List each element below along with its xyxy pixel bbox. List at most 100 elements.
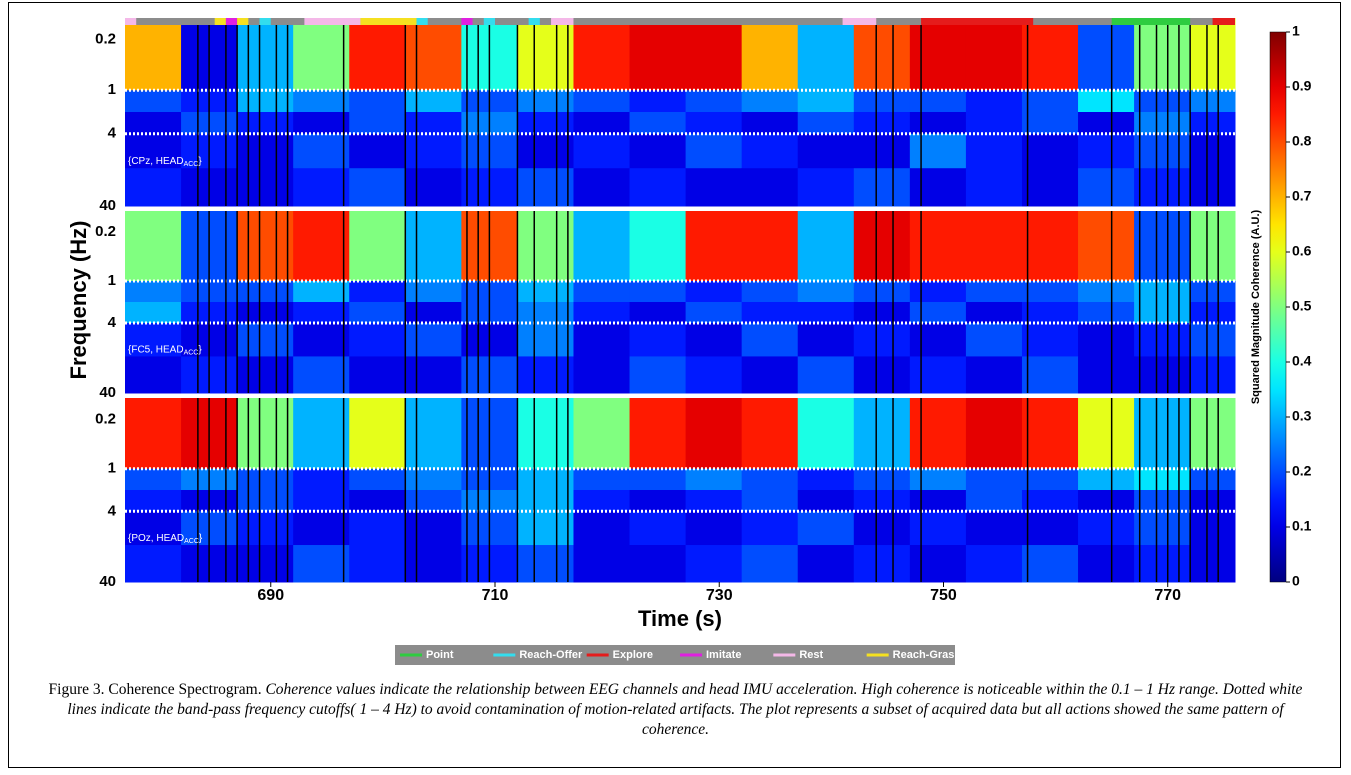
heatmap-cell [237, 168, 294, 207]
heatmap-cell [797, 112, 855, 135]
heatmap-cell [237, 356, 294, 394]
heatmap-cell [125, 490, 182, 512]
heatmap-cell [909, 468, 967, 491]
heatmap-cell [349, 545, 406, 583]
heatmap-cell [573, 511, 631, 546]
action-segment [842, 18, 877, 25]
heatmap-cell [237, 468, 294, 491]
heatmap-cell [349, 280, 406, 303]
colorbar-label: Squared Magnitude Coherence (A.U.) [1250, 209, 1262, 404]
heatmap-cell [349, 511, 406, 546]
heatmap-cell [573, 280, 631, 303]
heatmap-cell [797, 18, 855, 91]
y-tick-label: 1 [108, 81, 116, 98]
heatmap-cell [797, 490, 855, 512]
action-segment [214, 18, 226, 25]
heatmap-cell [349, 490, 406, 512]
heatmap-cell [909, 90, 967, 113]
heatmap-cell [1021, 545, 1079, 583]
heatmap-cell [685, 398, 743, 470]
heatmap-cell [1078, 211, 1135, 282]
heatmap-cell [741, 511, 799, 546]
heatmap-cell [405, 133, 462, 169]
colorbar-tick-label: 1 [1292, 23, 1300, 39]
heatmap-cell [125, 545, 182, 583]
x-tick-label: 710 [482, 587, 509, 604]
heatmap-cell [853, 398, 911, 470]
heatmap-cell [405, 398, 462, 470]
heatmap-cell [685, 18, 743, 91]
heatmap-cell [797, 90, 855, 113]
heatmap-cell [405, 280, 462, 303]
heatmap-cell [293, 112, 350, 135]
heatmap-cell [741, 211, 799, 282]
heatmap-cell [909, 356, 967, 394]
heatmap-cell [1190, 490, 1236, 512]
heatmap-cell [741, 545, 799, 583]
heatmap-cell [1021, 18, 1079, 91]
heatmap-cell [293, 545, 350, 583]
heatmap-cell [237, 133, 294, 169]
heatmap-cell [1078, 280, 1135, 303]
heatmap-cell [1190, 280, 1236, 303]
heatmap-cell [293, 211, 350, 282]
heatmap-cell [293, 511, 350, 546]
heatmap-cell [909, 168, 967, 207]
legend-label: Rest [799, 649, 823, 661]
heatmap-cell [1021, 323, 1079, 357]
heatmap-cell [629, 112, 687, 135]
heatmap-cell [1021, 90, 1079, 113]
heatmap-cell [965, 112, 1023, 135]
action-segment [416, 18, 428, 25]
heatmap-cell [349, 398, 406, 470]
colorbar-tick-label: 0 [1292, 573, 1300, 589]
heatmap-cell [349, 468, 406, 491]
action-segment [360, 18, 417, 25]
heatmap-cell [909, 545, 967, 583]
heatmap-cell [293, 133, 350, 169]
heatmap-cell [573, 133, 631, 169]
heatmap-cell [517, 490, 574, 512]
heatmap-cell [125, 90, 182, 113]
heatmap-cell [909, 490, 967, 512]
heatmap-cell [1078, 356, 1135, 394]
heatmap-cell [237, 211, 294, 282]
heatmap-cell [1134, 112, 1191, 135]
heatmap-cell [293, 168, 350, 207]
heatmap-cell [1190, 398, 1236, 470]
heatmap-cell [1134, 302, 1191, 324]
action-segment [237, 18, 249, 25]
heatmap-cell [405, 511, 462, 546]
heatmap-cell [685, 112, 743, 135]
y-tick-label: 0.2 [95, 223, 116, 240]
heatmap-cell [237, 302, 294, 324]
heatmap-cell [909, 511, 967, 546]
heatmap-cell [405, 356, 462, 394]
heatmap-cell [517, 398, 574, 470]
heatmap-cell [349, 90, 406, 113]
heatmap-cell [965, 398, 1023, 470]
heatmap-cell [797, 133, 855, 169]
heatmap-cell [1190, 356, 1236, 394]
heatmap-cell [909, 323, 967, 357]
heatmap-cell [1021, 356, 1079, 394]
panel-label-sub: ACC [184, 349, 199, 356]
panel-label: {POz, HEADACC} [128, 532, 203, 544]
heatmap-cell [293, 90, 350, 113]
heatmap-cell [573, 211, 631, 282]
heatmap-cell [237, 112, 294, 135]
panel-label-end: } [199, 532, 203, 543]
x-tick-label: 770 [1154, 587, 1181, 604]
heatmap-cell [1190, 133, 1236, 169]
heatmap-cell [965, 511, 1023, 546]
heatmap-cell [1134, 90, 1191, 113]
heatmap-cell [405, 323, 462, 357]
heatmap-cell [1134, 168, 1191, 207]
heatmap-cell [965, 211, 1023, 282]
action-segment [483, 18, 495, 25]
heatmap-cell [1134, 280, 1191, 303]
heatmap-cell [1021, 398, 1079, 470]
heatmap-cell [965, 356, 1023, 394]
heatmap-cell [1134, 398, 1191, 470]
heatmap-cell [1190, 511, 1236, 546]
